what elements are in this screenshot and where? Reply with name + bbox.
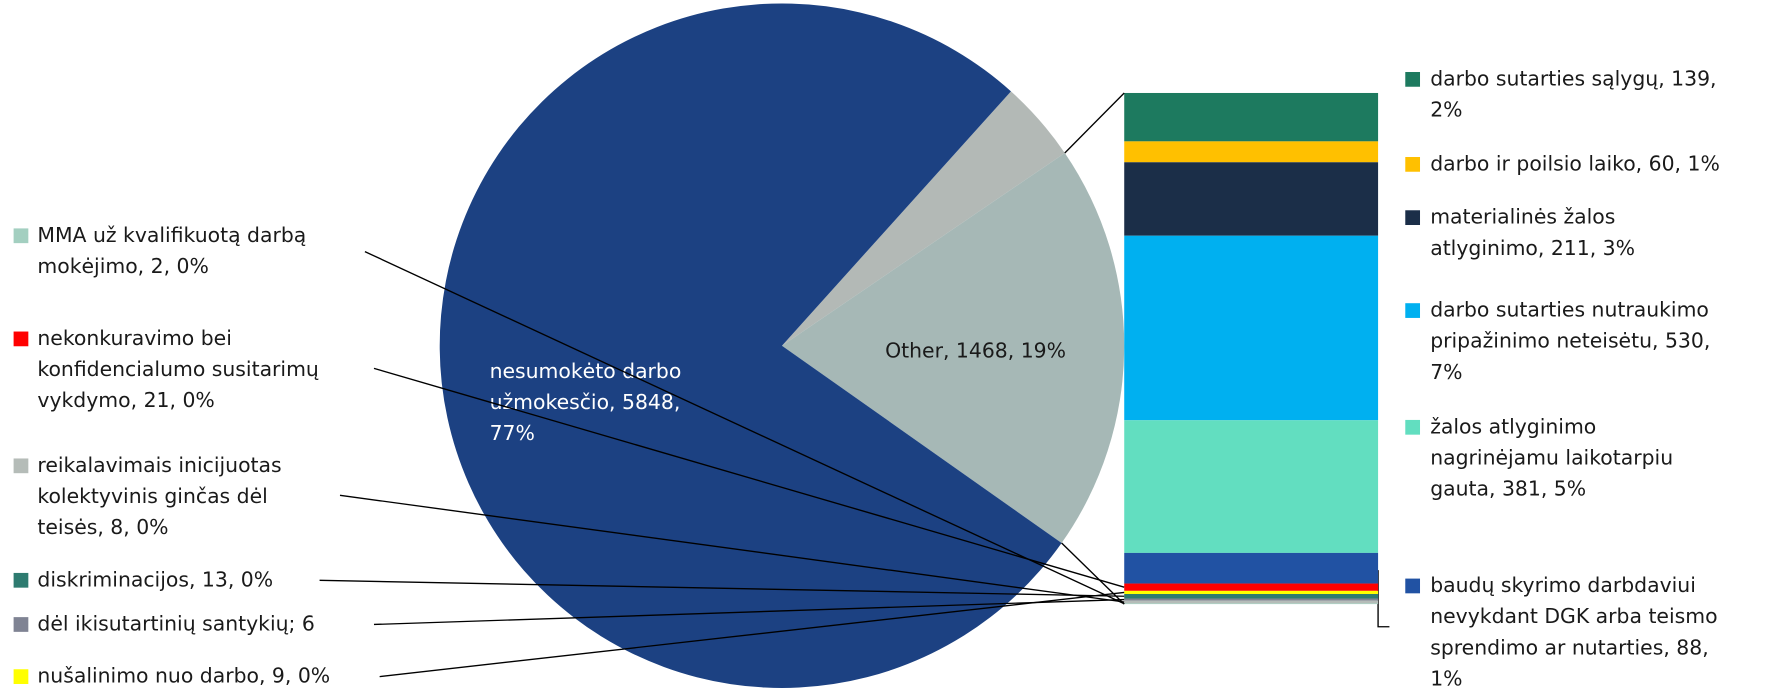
pie-slice bbox=[781, 91, 1065, 346]
segment-label: konfidencialumo susitarimų bbox=[37, 357, 319, 381]
pie-label: Other, 1468, 19% bbox=[885, 338, 1066, 362]
segment-label: mokėjimo, 2, 0% bbox=[37, 254, 208, 278]
segment-label: teisės, 8, 0% bbox=[37, 515, 168, 539]
bar-segment bbox=[1124, 162, 1379, 236]
legend-swatch bbox=[1405, 72, 1421, 87]
bar-segment bbox=[1124, 235, 1379, 421]
leader-line bbox=[364, 251, 1125, 605]
legend-swatch bbox=[1405, 578, 1421, 594]
pie-slice bbox=[439, 3, 1062, 688]
legend-swatch bbox=[1405, 419, 1421, 435]
bar-segment bbox=[1124, 603, 1379, 605]
bar-segment bbox=[1124, 600, 1379, 604]
segment-label: reikalavimais inicijuotas bbox=[37, 453, 281, 477]
bar-segment bbox=[1124, 141, 1379, 163]
leader-line bbox=[319, 579, 1125, 597]
segment-label: nagrinėjamu laikotarpiu bbox=[1430, 445, 1673, 469]
leader-line bbox=[373, 367, 1125, 588]
legend-swatch bbox=[13, 669, 29, 684]
segment-label: vykdymo, 21, 0% bbox=[37, 388, 214, 412]
legend-swatch bbox=[1405, 303, 1421, 318]
segment-label: nekonkuravimo bei bbox=[37, 326, 232, 350]
segment-label: 2% bbox=[1430, 98, 1462, 122]
legend-swatch bbox=[1405, 157, 1421, 172]
bar-segment bbox=[1124, 590, 1379, 594]
bracket bbox=[1377, 570, 1390, 628]
segment-label: dėl ikisutartinių santykių; 6 bbox=[37, 611, 314, 635]
leader-line bbox=[339, 494, 1125, 603]
leader-line bbox=[379, 591, 1125, 678]
segment-label: 1% bbox=[1430, 666, 1462, 688]
bar-segment bbox=[1124, 593, 1379, 599]
segment-label: MMA už kvalifikuotą darbą bbox=[37, 223, 306, 247]
bar-segment bbox=[1124, 583, 1379, 591]
bar-segment bbox=[1124, 598, 1379, 601]
pie-label: nesumokėto darbo bbox=[490, 359, 682, 383]
segment-label: pripažinimo neteisėtu, 530, bbox=[1430, 329, 1710, 353]
legend-swatch bbox=[1405, 210, 1421, 226]
segment-label: žalos atlyginimo bbox=[1430, 414, 1596, 438]
bar-segment bbox=[1124, 420, 1379, 553]
connector bbox=[1064, 92, 1125, 154]
segment-label: darbo sutarties nutraukimo bbox=[1430, 298, 1709, 322]
segment-label: sprendimo ar nutarties, 88, bbox=[1430, 635, 1709, 659]
leader-line bbox=[373, 598, 1125, 626]
segment-label: gauta, 381, 5% bbox=[1430, 477, 1586, 501]
segment-label: diskriminacijos, 13, 0% bbox=[37, 567, 273, 591]
pie-label: 77% bbox=[490, 421, 535, 445]
segment-label: kolektyvinis ginčas dėl bbox=[37, 484, 267, 508]
pie-label: užmokesčio, 5848, bbox=[490, 390, 681, 414]
bar-segment bbox=[1124, 92, 1379, 142]
pie-slice bbox=[781, 152, 1125, 544]
segment-label: nevykdant DGK arba teismo bbox=[1430, 604, 1717, 628]
legend-swatch bbox=[13, 331, 29, 347]
segment-label: nušalinimo nuo darbo, 9, 0% bbox=[37, 664, 330, 688]
legend-swatch bbox=[13, 572, 29, 588]
segment-label: darbo ir poilsio laiko, 60, 1% bbox=[1430, 151, 1720, 175]
legend-swatch bbox=[13, 617, 29, 632]
legend-swatch bbox=[13, 458, 29, 474]
segment-label: darbo sutarties sąlygų, 139, bbox=[1430, 66, 1716, 90]
bar-segment bbox=[1124, 552, 1379, 584]
segment-label: 7% bbox=[1430, 360, 1462, 384]
segment-label: atlyginimo, 211, 3% bbox=[1430, 236, 1635, 260]
segment-label: baudų skyrimo darbdaviui bbox=[1430, 573, 1696, 597]
segment-label: materialinės žalos bbox=[1430, 205, 1615, 229]
legend-swatch bbox=[13, 228, 29, 244]
